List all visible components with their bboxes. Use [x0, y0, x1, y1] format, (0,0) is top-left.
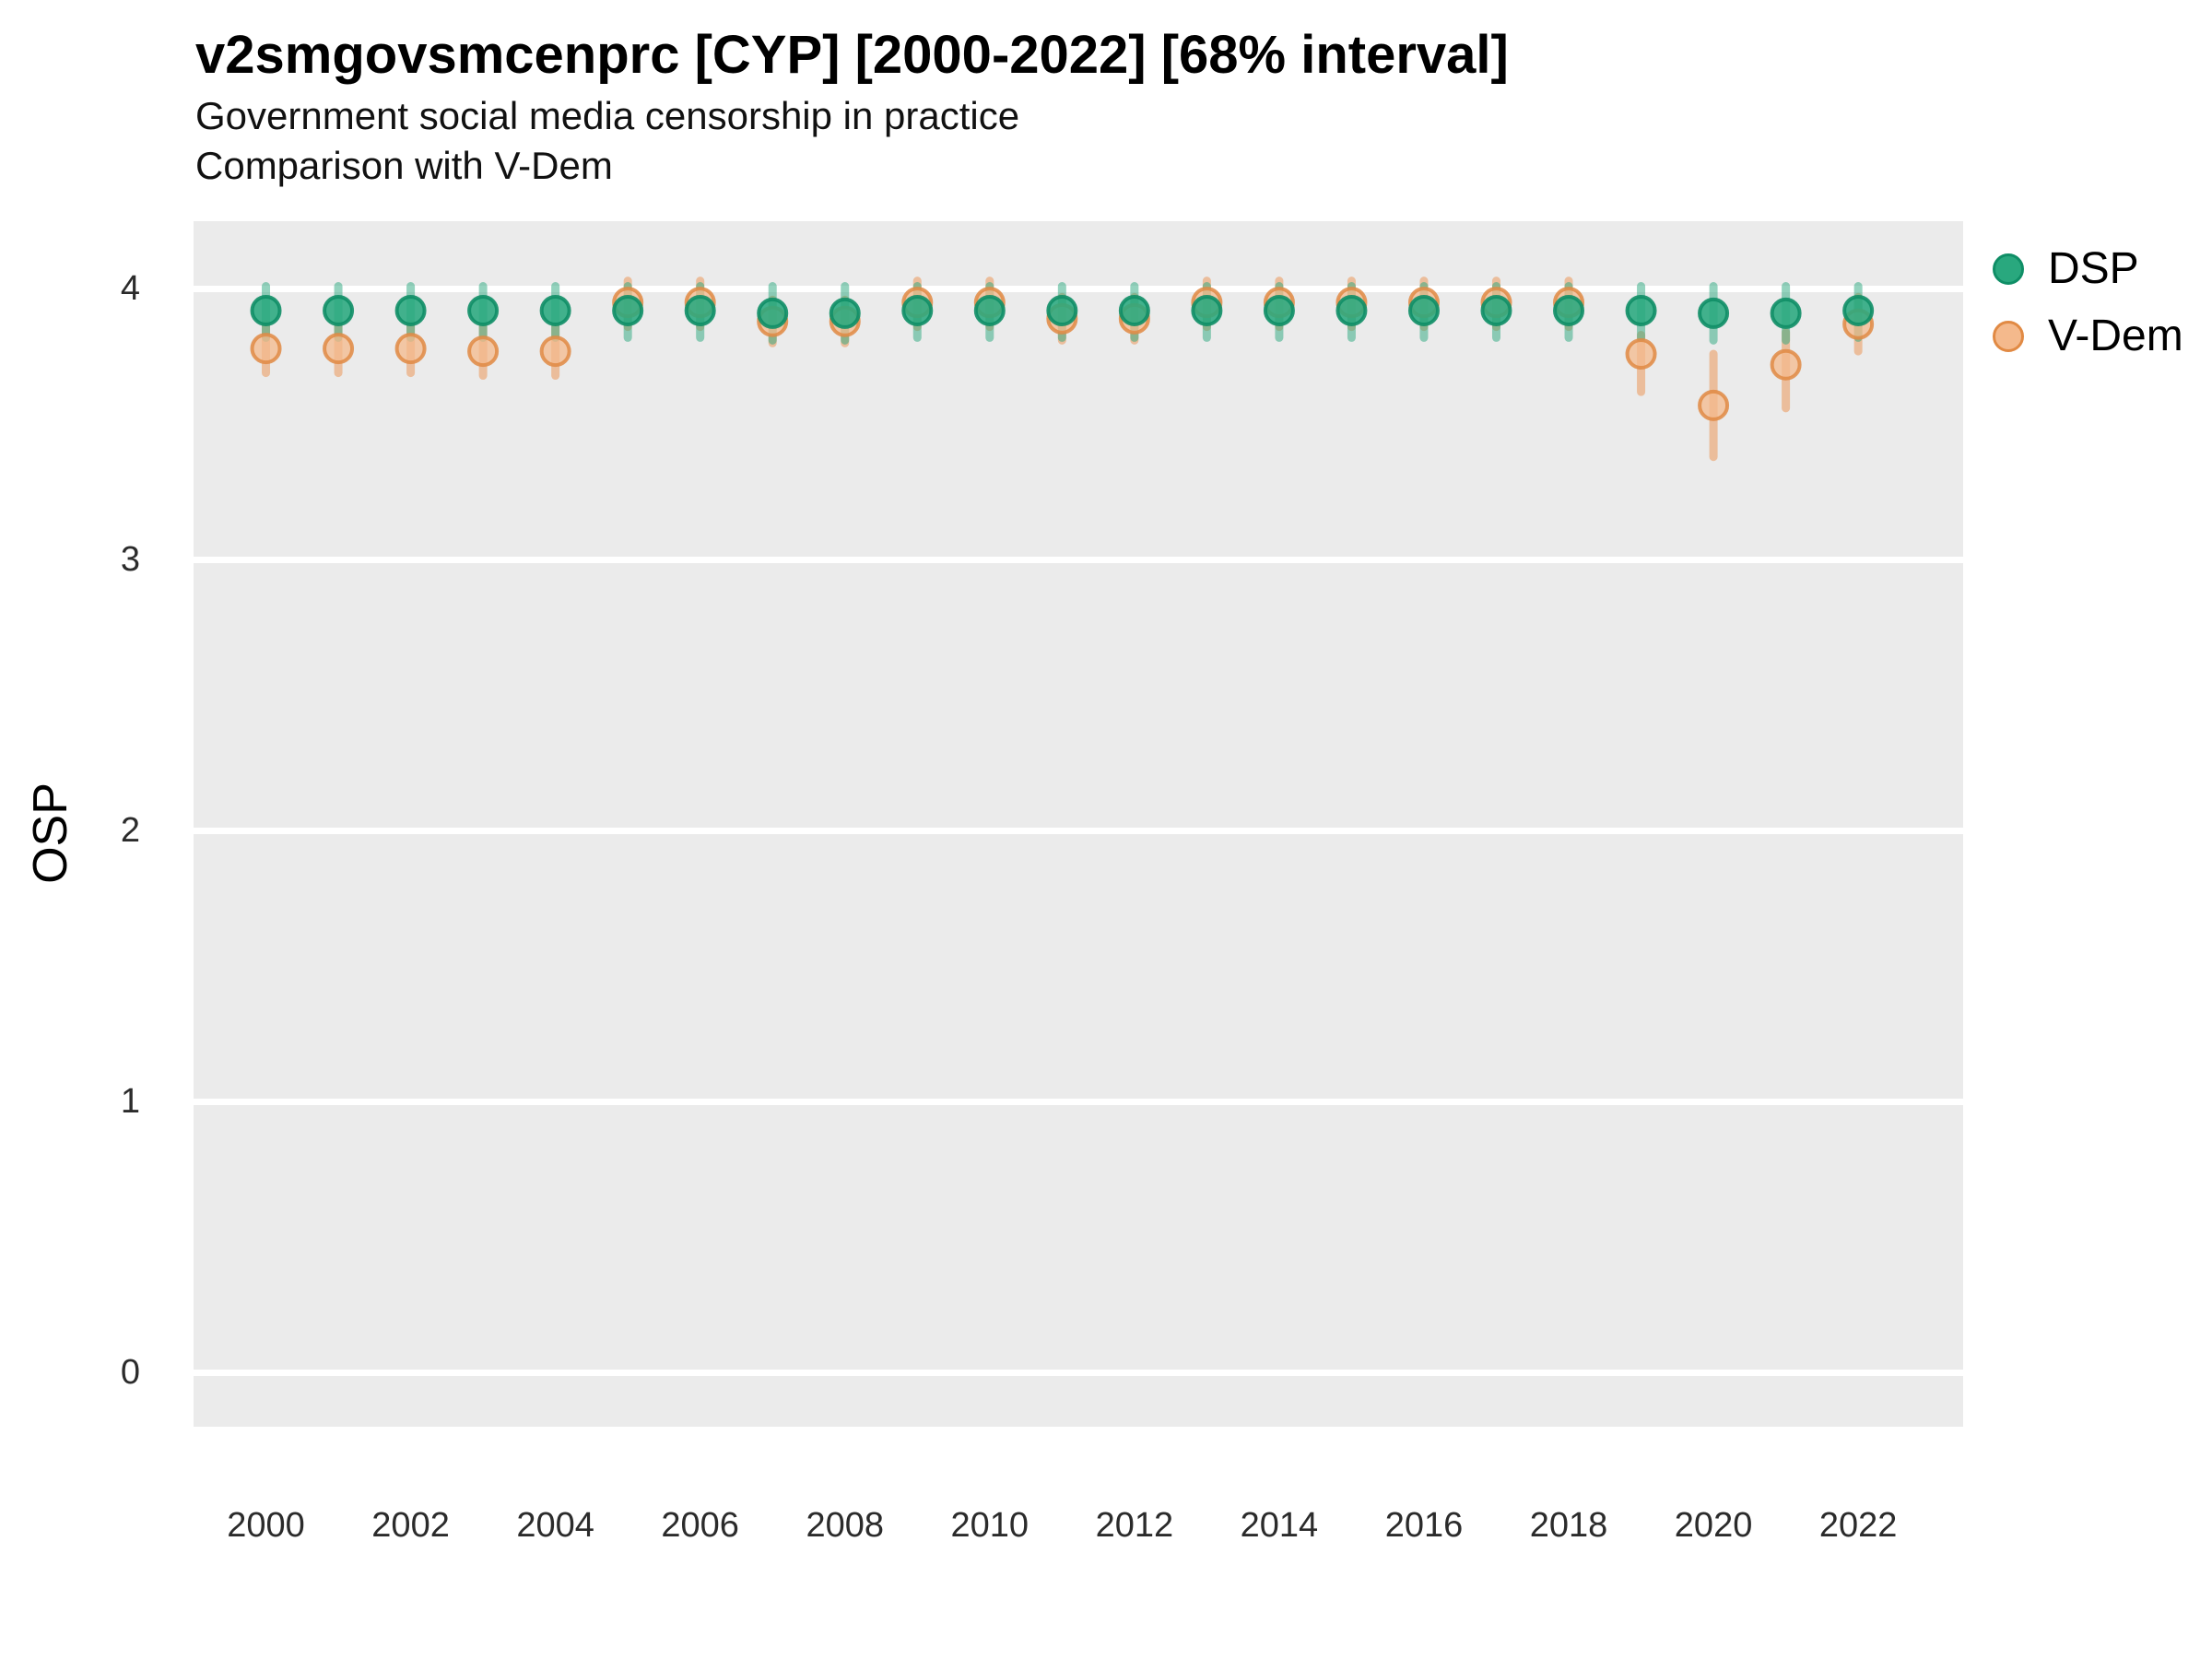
dsp-point — [1770, 297, 1802, 329]
dsp-point — [394, 294, 427, 326]
x-tick-label: 2020 — [1674, 1506, 1753, 1545]
x-tick-label: 2002 — [371, 1506, 450, 1545]
x-tick-label: 2016 — [1384, 1506, 1464, 1545]
vdem-point — [1625, 338, 1657, 371]
dsp-point — [467, 294, 500, 326]
dsp-point — [1480, 294, 1512, 326]
dsp-point — [612, 294, 644, 326]
y-tick-label: 4 — [120, 269, 140, 309]
dsp-point — [1842, 294, 1875, 326]
dsp-point — [1335, 294, 1368, 326]
vdem-point — [250, 333, 282, 365]
x-tick-label: 2022 — [1818, 1506, 1898, 1545]
dsp-point — [1191, 294, 1223, 326]
vdem-point — [323, 333, 355, 365]
dsp-point — [1407, 294, 1440, 326]
vdem-legend-swatch-icon — [1993, 320, 2024, 352]
gridline-y-4 — [194, 285, 1963, 292]
x-tick-label: 2004 — [516, 1506, 594, 1545]
x-tick-label: 2018 — [1529, 1506, 1608, 1545]
dsp-point — [250, 294, 282, 326]
vdem-point — [467, 335, 500, 368]
dsp-legend-swatch-icon — [1993, 253, 2024, 285]
gridline-y-2 — [194, 827, 1963, 834]
dsp-point — [684, 294, 716, 326]
dsp-point — [1625, 294, 1657, 326]
gridline-y-0 — [194, 1369, 1963, 1376]
gridline-y-1 — [194, 1098, 1963, 1105]
dsp-point — [829, 297, 861, 329]
vdem-point — [1770, 348, 1802, 381]
y-tick-label: 3 — [120, 540, 140, 580]
dsp-point — [539, 294, 571, 326]
dsp-point — [1118, 294, 1150, 326]
x-tick-label: 2012 — [1095, 1506, 1174, 1545]
x-tick-label: 2000 — [227, 1506, 305, 1545]
vdem-point — [394, 333, 427, 365]
y-tick-label: 0 — [120, 1353, 140, 1393]
y-tick-label: 1 — [120, 1082, 140, 1122]
x-tick-label: 2014 — [1240, 1506, 1319, 1545]
plot-canvas — [250, 276, 1875, 462]
dsp-point — [757, 297, 789, 329]
y-tick-label: 2 — [120, 811, 140, 851]
dsp-point — [323, 294, 355, 326]
y-axis-label: OSP — [24, 782, 77, 884]
chart-title: v2smgovsmcenprc [CYP] [2000-2022] [68% i… — [195, 25, 1509, 85]
legend-label-dsp: DSP — [2048, 244, 2139, 293]
legend: DSP V-Dem — [1993, 243, 2183, 378]
vdem-point — [1698, 389, 1730, 421]
dsp-point — [901, 294, 934, 326]
x-tick-label: 2010 — [950, 1506, 1030, 1545]
chart-subtitle-comparison: Comparison with V-Dem — [195, 144, 613, 187]
legend-item-dsp: DSP — [1993, 243, 2183, 294]
dsp-point — [1698, 297, 1730, 329]
x-tick-label: 2006 — [661, 1506, 739, 1545]
gridline-y-3 — [194, 556, 1963, 563]
chart-subtitle: Government social media censorship in pr… — [195, 94, 1020, 137]
dsp-point — [1553, 294, 1585, 326]
plot-panel — [194, 221, 1963, 1427]
dsp-point — [1046, 294, 1078, 326]
legend-label-vdem: V-Dem — [2048, 312, 2183, 360]
dsp-point — [1263, 294, 1295, 326]
dsp-point — [973, 294, 1006, 326]
legend-item-vdem: V-Dem — [1993, 311, 2183, 361]
vdem-point — [539, 335, 571, 368]
x-tick-label: 2008 — [806, 1506, 884, 1545]
